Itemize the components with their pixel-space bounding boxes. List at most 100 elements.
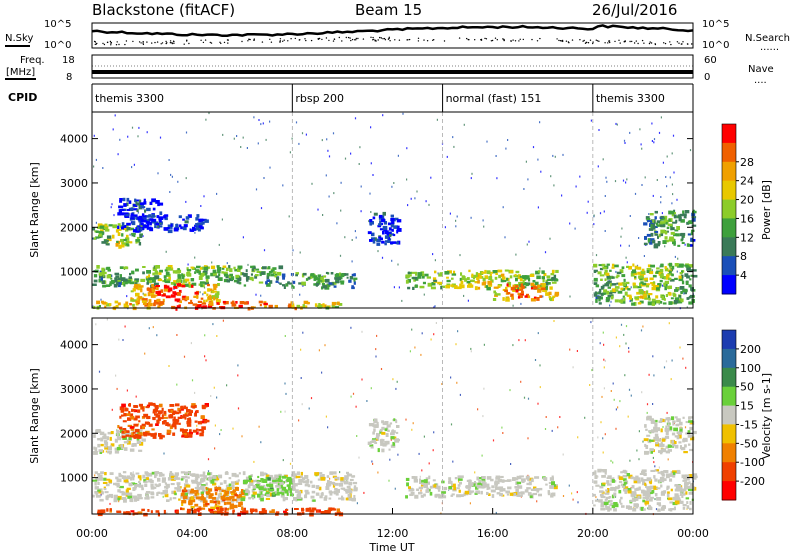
echo-cell [634,492,637,496]
scatter-cell [652,403,654,405]
echo-cell [123,447,128,451]
echo-cell [92,479,98,482]
echo-cell [125,413,131,416]
echo-cell [327,284,331,287]
echo-cell [498,479,502,483]
echo-cell [237,497,241,501]
echo-cell [226,279,230,283]
scatter-cell [450,423,453,426]
echo-cell [181,435,185,438]
echo-cell [172,423,177,427]
echo-cell [175,223,179,228]
scatter-cell [263,177,265,179]
echo-cell [543,290,548,293]
echo-cell [212,269,217,274]
echo-cell [121,446,124,450]
echo-cell [537,285,540,288]
echo-cell [281,475,287,479]
echo-cell [240,510,244,513]
echo-cell [675,219,678,223]
echo-cell [620,502,623,505]
echo-cell [264,305,267,309]
nsearch-point [210,42,213,44]
echo-cell [197,421,203,425]
echo-cell [668,292,672,296]
scatter-cell [604,195,606,197]
echo-cell [646,434,651,437]
echo-cell [615,276,619,279]
echo-cell [450,284,454,287]
echo-cell [97,476,102,479]
scatter-cell [133,163,135,166]
scatter-cell [526,243,528,246]
echo-cell [670,508,675,511]
echo-cell [679,492,683,496]
echo-cell [548,296,552,299]
scatter-cell [344,157,347,160]
echo-cell [656,267,660,270]
nsearch-point [93,40,96,43]
echo-cell [130,217,135,220]
echo-cell [516,494,521,497]
echo-cell [121,432,124,437]
nsearch-point [485,38,488,40]
echo-cell [217,270,221,274]
nsearch-point [345,36,347,39]
power-ylabel: Slant Range [km] [28,162,41,258]
scatter-cell [638,430,640,433]
echo-cell [635,506,639,509]
echo-cell [682,504,687,507]
echo-cell [456,286,462,290]
nsearch-point [491,39,494,42]
scatter-cell [577,501,579,504]
echo-cell [125,214,129,217]
scatter-cell [615,427,617,430]
echo-cell [636,477,641,481]
echo-cell [237,479,240,482]
echo-cell [435,493,440,497]
echo-cell [210,300,214,303]
echo-cell [106,303,111,307]
scatter-cell [602,451,604,454]
echo-cell [251,494,256,499]
echo-cell [106,284,111,287]
echo-cell [663,470,667,473]
scatter-cell [670,378,672,381]
echo-cell [518,494,523,497]
echo-cell [456,494,462,498]
scatter-cell [350,395,352,398]
echo-cell [498,486,504,491]
echo-cell [259,272,262,277]
echo-cell [257,481,260,485]
echo-cell [679,216,682,220]
echo-cell [382,225,388,230]
nsearch-point [387,38,390,40]
echo-cell [191,480,197,484]
echo-cell [259,304,262,307]
echo-cell [128,482,132,486]
scatter-cell [351,260,353,263]
echo-cell [526,476,530,480]
echo-cell [343,488,348,492]
echo-cell [155,200,160,204]
echo-cell [136,279,139,283]
echo-cell [605,496,610,499]
echo-cell [159,202,164,206]
echo-cell [181,492,184,495]
scatter-cell [142,292,144,295]
nsearch-point [253,39,255,41]
echo-cell [137,298,141,301]
echo-cell [228,483,232,487]
echo-cell [209,298,213,301]
echo-cell [301,507,304,512]
echo-cell [621,266,625,269]
echo-cell [174,425,177,430]
scatter-cell [146,131,148,134]
echo-cell [663,298,666,301]
echo-cell [131,270,135,275]
scatter-cell [142,235,144,238]
echo-cell [666,485,670,489]
nsearch-point [283,39,285,41]
echo-cell [328,509,331,513]
echo-cell [481,282,486,286]
